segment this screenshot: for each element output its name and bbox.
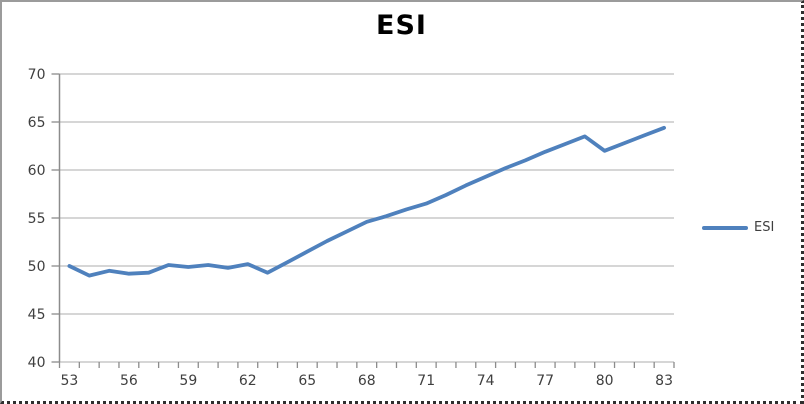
x-tick-label: 77 [536, 373, 554, 389]
x-tick-label: 83 [655, 373, 673, 389]
y-tick-label: 45 [28, 307, 46, 323]
x-tick-label: 65 [298, 373, 316, 389]
y-tick-label: 60 [28, 163, 46, 179]
x-tick-label: 56 [120, 373, 138, 389]
series-line-esi [67, 125, 666, 278]
y-tick-label: 70 [28, 67, 46, 83]
x-tick-label: 80 [596, 373, 614, 389]
y-tick-label: 65 [28, 115, 46, 131]
x-tick-label: 71 [417, 373, 435, 389]
x-tick-label: 53 [60, 373, 78, 389]
x-tick-label: 68 [358, 373, 376, 389]
legend-label: ESI [754, 220, 775, 235]
y-tick-label: 50 [28, 259, 46, 275]
x-tick-label: 59 [179, 373, 197, 389]
x-tick-label: 62 [239, 373, 257, 389]
y-tick-label: 40 [28, 355, 46, 371]
x-tick-label: 74 [477, 373, 495, 389]
y-tick-label: 55 [28, 211, 46, 227]
legend-line-icon [702, 225, 748, 230]
chart-title: ESI [376, 10, 427, 41]
legend: ESI [702, 220, 774, 235]
